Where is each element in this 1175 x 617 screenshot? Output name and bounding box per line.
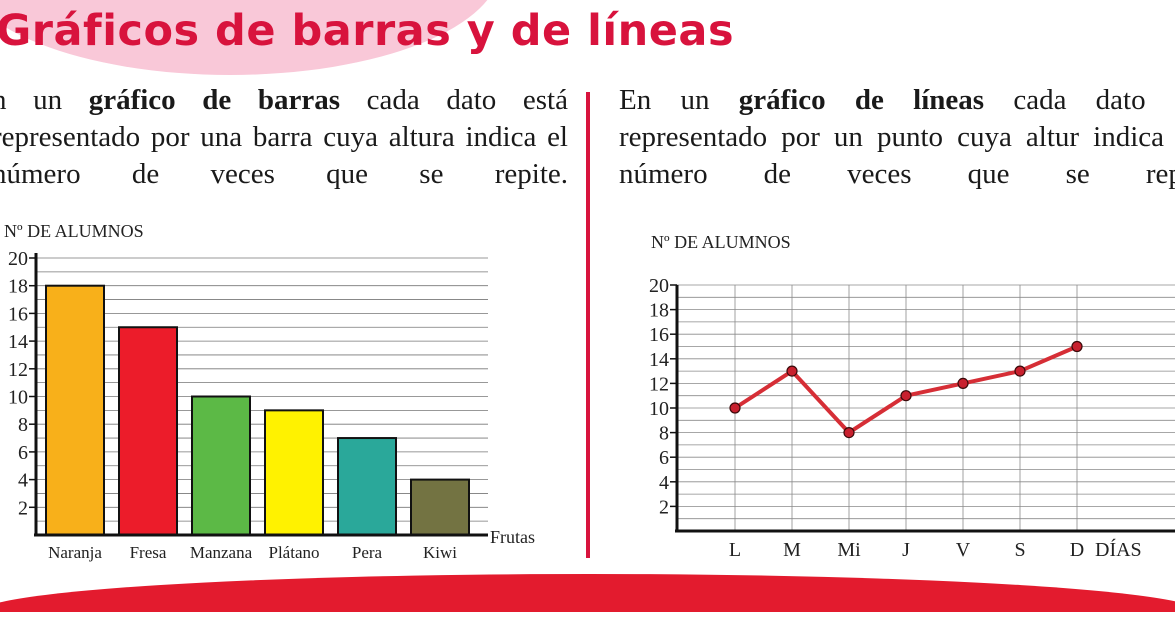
category-label: S (1014, 539, 1025, 561)
bar (191, 395, 251, 536)
page-title: Gráficos de barras y de líneas (0, 6, 735, 56)
data-point (1071, 340, 1083, 353)
category-label: Manzana (190, 543, 253, 562)
data-point (1014, 365, 1026, 377)
y-tick-label: 6 (659, 447, 669, 469)
bar (337, 437, 397, 536)
bar (118, 326, 178, 536)
category-label: J (902, 539, 910, 561)
data-point (843, 427, 855, 439)
data-point (786, 365, 798, 377)
y-tick-label: 12 (8, 359, 28, 381)
category-label: Plátano (269, 543, 320, 562)
category-label: D (1070, 539, 1084, 561)
y-axis-title: Nº DE ALUMNOS (651, 232, 791, 252)
x-axis-title: DÍAS (1095, 538, 1142, 561)
bar (264, 409, 324, 537)
bar (45, 284, 105, 536)
line-text-post: cada dato es representado por un punto c… (619, 84, 1175, 190)
category-label: M (783, 539, 801, 561)
category-label: Naranja (48, 543, 102, 562)
data-point (957, 377, 969, 389)
category-label: L (729, 539, 741, 561)
y-tick-label: 18 (649, 300, 669, 322)
bar-text-post: cada dato está representado por una barr… (0, 84, 568, 190)
y-tick-label: 20 (649, 275, 669, 297)
y-tick-label: 4 (18, 470, 28, 492)
bar-text-bold: gráfico de barras (88, 84, 341, 116)
line-text-bold: gráfico de líneas (738, 84, 985, 116)
y-tick-label: 8 (659, 423, 669, 445)
y-tick-label: 10 (649, 398, 669, 420)
line-text-pre: En un (619, 84, 739, 116)
y-tick-label: 12 (649, 373, 669, 395)
y-axis-title: Nº DE ALUMNOS (4, 221, 144, 241)
line-chart-description: En un gráfico de líneas cada dato es rep… (619, 82, 1175, 193)
y-tick-label: 16 (649, 324, 669, 346)
category-label: V (956, 539, 971, 561)
category-label: Pera (352, 543, 383, 562)
y-tick-label: 14 (649, 349, 669, 371)
bar-chart: Naranja Fresa Manzana Plátano Pera Kiwi 2 4 6 8 10… (4, 221, 535, 562)
category-label: Kiwi (423, 543, 457, 562)
data-point (900, 390, 912, 402)
y-tick-label: 16 (8, 303, 28, 325)
y-tick-label: 10 (8, 387, 28, 409)
y-tick-label: 4 (659, 472, 669, 494)
y-tick-label: 2 (659, 496, 669, 518)
y-tick-label: 18 (8, 276, 28, 298)
y-tick-label: 6 (18, 442, 28, 464)
bar (410, 478, 470, 537)
y-tick-label: 8 (18, 414, 28, 436)
bar-text-pre: n un (0, 84, 89, 116)
x-axis-title: Frutas (490, 527, 535, 547)
bottom-band (0, 574, 1175, 612)
y-tick-label: 14 (8, 331, 28, 353)
column-divider (586, 92, 590, 558)
category-label: Mi (837, 539, 861, 561)
y-tick-label: 20 (8, 248, 28, 270)
y-tick-label: 2 (18, 497, 28, 519)
category-label: Fresa (130, 543, 167, 562)
data-point (729, 402, 741, 414)
bar-chart-description: n un gráfico de barras cada dato está re… (0, 82, 568, 193)
